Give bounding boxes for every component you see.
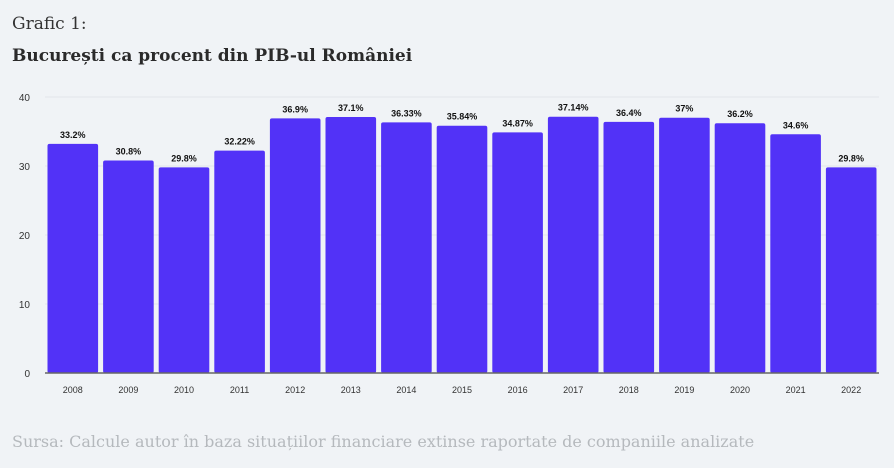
- x-tick-label: 2019: [674, 385, 694, 395]
- y-tick-label: 30: [19, 162, 31, 173]
- x-tick-label: 2018: [619, 385, 639, 395]
- chart-title: București ca procent din PIB-ul României: [12, 46, 413, 66]
- bar: [381, 122, 432, 373]
- x-tick-label: 2012: [285, 385, 305, 395]
- x-tick-label: 2011: [230, 385, 249, 395]
- bar: [436, 125, 488, 373]
- bar: [103, 160, 154, 373]
- x-tick-label: 2014: [396, 385, 416, 395]
- x-tick-label: 2009: [118, 385, 138, 395]
- x-tick-label: 2020: [730, 385, 750, 395]
- x-tick-label: 2008: [63, 385, 83, 395]
- x-tick-label: 2015: [452, 385, 472, 395]
- y-tick-label: 0: [24, 369, 30, 380]
- bar: [325, 117, 377, 373]
- data-label: 37.14%: [558, 103, 589, 113]
- bar: [492, 132, 543, 373]
- data-label: 37.1%: [338, 103, 364, 113]
- data-label: 37%: [675, 104, 693, 114]
- data-label: 36.2%: [727, 109, 753, 119]
- y-tick-label: 40: [19, 93, 31, 104]
- y-tick-label: 20: [19, 231, 31, 242]
- data-label: 35.84%: [447, 112, 478, 122]
- bar: [547, 116, 599, 373]
- data-label: 36.4%: [616, 108, 642, 118]
- data-label: 32.22%: [224, 137, 255, 147]
- x-tick-label: 2022: [841, 385, 861, 395]
- x-tick-label: 2017: [563, 385, 583, 395]
- data-label: 34.87%: [502, 118, 533, 128]
- bar: [158, 167, 210, 373]
- bar: [825, 167, 877, 373]
- chart-kicker: Grafic 1:: [12, 14, 87, 34]
- x-tick-label: 2010: [174, 385, 194, 395]
- data-label: 30.8%: [116, 146, 142, 156]
- data-label: 36.33%: [391, 108, 422, 118]
- x-tick-label: 2013: [341, 385, 361, 395]
- source-note: Sursa: Calcule autor în baza situațiilor…: [12, 432, 755, 451]
- data-label: 29.8%: [171, 153, 197, 163]
- y-tick-label: 10: [19, 300, 31, 311]
- data-label: 36.9%: [282, 104, 308, 114]
- bar: [770, 134, 821, 373]
- bar: [214, 150, 265, 373]
- x-tick-label: 2021: [786, 385, 806, 395]
- bar: [659, 117, 710, 373]
- bar: [603, 121, 655, 373]
- data-label: 29.8%: [838, 153, 864, 163]
- data-label: 33.2%: [60, 130, 86, 140]
- bar: [269, 118, 321, 373]
- bar: [47, 143, 99, 373]
- x-tick-label: 2016: [508, 385, 528, 395]
- bar: [714, 123, 766, 373]
- data-label: 34.6%: [783, 120, 809, 130]
